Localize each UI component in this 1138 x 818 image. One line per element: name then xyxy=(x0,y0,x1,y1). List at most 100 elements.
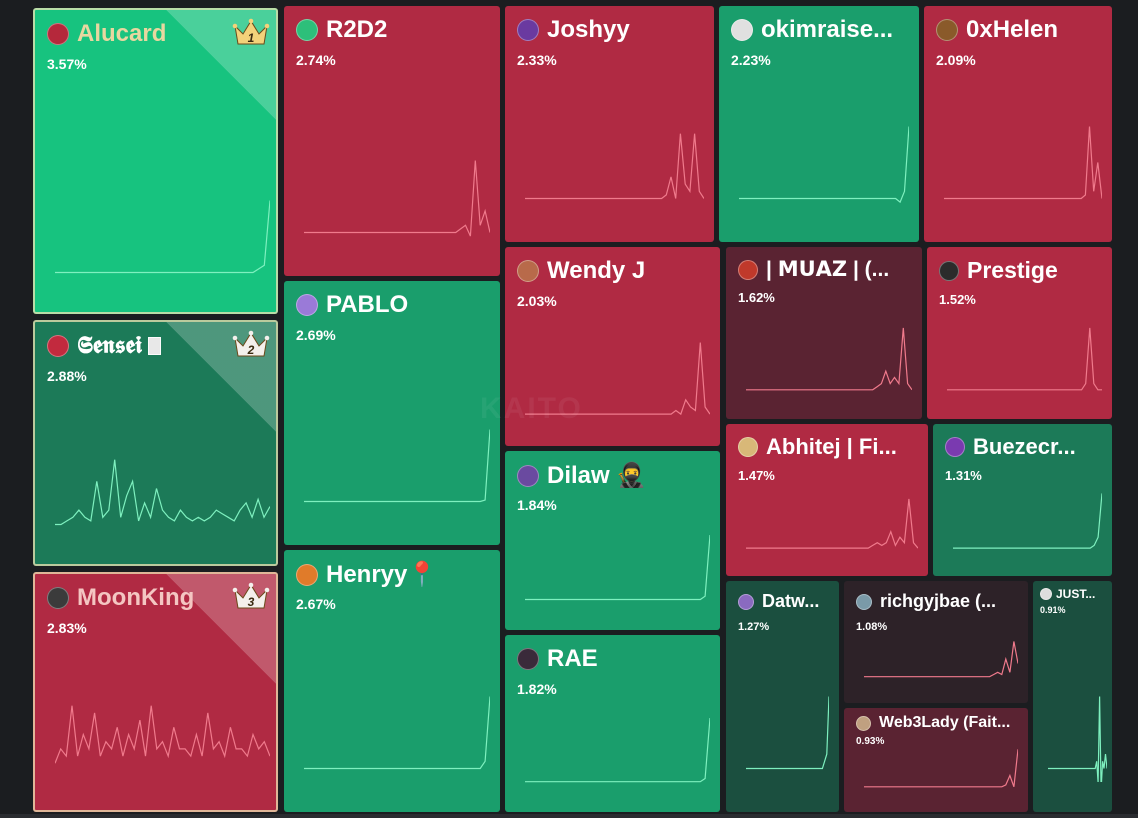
sparkline-path xyxy=(304,429,490,503)
tile-r2d2[interactable]: R2D2 2.74% xyxy=(284,6,500,276)
sparkline-chart xyxy=(304,160,490,237)
mindshare-percent: 1.62% xyxy=(738,290,775,305)
mindshare-percent: 0.91% xyxy=(1040,605,1066,615)
tile-alucard[interactable]: 1 Alucard 3.57% xyxy=(33,8,278,314)
sparkline-path xyxy=(304,160,490,237)
sparkline-chart xyxy=(944,126,1102,200)
username: MoonKing xyxy=(77,584,195,611)
badge-icon xyxy=(148,337,162,355)
rank-number: 3 xyxy=(248,595,255,609)
tile-joshyy[interactable]: Joshyy 2.33% xyxy=(505,6,714,242)
mindshare-percent: 1.47% xyxy=(738,468,775,483)
tile-sensei[interactable]: 2 𝕾𝖊𝖓𝖘𝖊𝖎 2.88% xyxy=(33,320,278,566)
tile-oxhelen[interactable]: 0xHelen 2.09% xyxy=(924,6,1112,242)
sparkline-path xyxy=(55,705,270,764)
sparkline-chart xyxy=(55,705,270,764)
red-hair-avatar-icon xyxy=(47,335,69,357)
sparkline-chart xyxy=(525,535,710,601)
username: Dilaw 🥷 xyxy=(547,462,647,489)
sparkline-chart xyxy=(525,718,710,783)
prestige-avatar-icon xyxy=(939,260,959,281)
sparkline-chart xyxy=(304,429,490,503)
sparkline-path xyxy=(525,535,710,601)
tile-header: JUST... xyxy=(1040,587,1095,601)
wendy-avatar-icon xyxy=(517,260,539,282)
tile-just[interactable]: JUST... 0.91% xyxy=(1033,581,1112,812)
mindshare-percent: 1.82% xyxy=(517,681,557,697)
tile-header: Buezecr... xyxy=(945,434,1076,460)
robot-avatar-icon xyxy=(296,19,318,41)
pablo-avatar-icon xyxy=(296,294,318,316)
sparkline-chart xyxy=(953,492,1102,549)
tile-corner-highlight xyxy=(166,322,276,432)
sparkline-path xyxy=(739,126,909,204)
mindshare-percent: 1.08% xyxy=(856,621,888,633)
joshyy-avatar-icon xyxy=(517,19,539,41)
username: Prestige xyxy=(967,257,1058,283)
richgyjbae-avatar-icon xyxy=(856,593,872,610)
mindshare-percent: 2.23% xyxy=(731,52,771,68)
sparkline-chart xyxy=(947,327,1102,390)
tile-muaz[interactable]: | 𝗠𝗨𝗔𝗭 | (... 1.62% xyxy=(726,247,922,419)
mindshare-percent: 1.27% xyxy=(738,621,770,633)
tile-header: Datw... xyxy=(738,591,819,612)
tile-moonking[interactable]: 3 MoonKing 2.83% xyxy=(33,572,278,812)
tile-header: Web3Lady (Fait... xyxy=(856,714,1010,732)
tile-header: Wendy J xyxy=(517,257,645,285)
username: Wendy J xyxy=(547,257,646,284)
tile-web3lady[interactable]: Web3Lady (Fait... 0.93% xyxy=(844,708,1028,812)
tile-header: Joshyy xyxy=(517,16,630,44)
vampire-avatar-icon xyxy=(47,23,69,45)
sparkline-path xyxy=(947,327,1102,390)
tile-header: richgyjbae (... xyxy=(856,591,996,612)
tile-pablo[interactable]: PABLO 2.69% xyxy=(284,281,500,545)
username: Alucard xyxy=(77,20,167,47)
mindshare-percent: 1.84% xyxy=(517,497,557,513)
username: | 𝗠𝗨𝗔𝗭 | (... xyxy=(766,258,890,281)
sparkline-path xyxy=(1048,696,1107,782)
tile-buezecr[interactable]: Buezecr... 1.31% xyxy=(933,424,1112,576)
sparkline-chart xyxy=(864,749,1018,788)
mindshare-percent: 0.93% xyxy=(856,736,885,747)
tile-corner-highlight xyxy=(166,574,276,684)
tile-header: PABLO xyxy=(296,291,408,319)
username: Web3Lady (Fait... xyxy=(879,714,1011,731)
sparkline-path xyxy=(953,492,1102,549)
username: Abhitej | Fi... xyxy=(766,434,897,459)
just-avatar-icon xyxy=(1040,588,1052,600)
username: Joshyy xyxy=(547,16,630,43)
tile-datw[interactable]: Datw... 1.27% xyxy=(726,581,839,812)
sparkline-chart xyxy=(525,342,710,416)
sparkline-path xyxy=(864,749,1018,788)
crown-icon: 2 xyxy=(232,330,270,357)
tile-wendyj[interactable]: Wendy J 2.03% xyxy=(505,247,720,446)
mindshare-percent: 2.03% xyxy=(517,293,557,309)
tile-header: | 𝗠𝗨𝗔𝗭 | (... xyxy=(738,257,889,282)
tile-dilaw[interactable]: Dilaw 🥷 1.84% xyxy=(505,451,720,630)
tile-abhitej[interactable]: Abhitej | Fi... 1.47% xyxy=(726,424,928,576)
tile-richgyjbae[interactable]: richgyjbae (... 1.08% xyxy=(844,581,1028,703)
sparkline-chart xyxy=(304,696,490,770)
rank-number: 1 xyxy=(248,31,255,45)
sparkline-path xyxy=(525,133,704,200)
rae-avatar-icon xyxy=(517,648,539,670)
username: Henryy📍 xyxy=(326,561,438,588)
rank-number: 2 xyxy=(247,343,255,357)
mindshare-percent: 1.31% xyxy=(945,468,982,483)
tile-henryy[interactable]: Henryy📍 2.67% xyxy=(284,550,500,812)
henryy-avatar-icon xyxy=(296,563,318,586)
username: 𝕾𝖊𝖓𝖘𝖊𝖎 xyxy=(77,332,143,359)
bottom-scrollbar[interactable] xyxy=(0,814,1138,818)
sparkline-path xyxy=(944,126,1102,200)
crown-icon: 3 xyxy=(232,582,270,609)
tile-rae[interactable]: RAE 1.82% xyxy=(505,635,720,812)
sparkline-path xyxy=(525,718,710,783)
sparkline-chart xyxy=(55,459,270,526)
sparkline-chart xyxy=(746,327,912,390)
tile-okimraise[interactable]: okimraise... 2.23% xyxy=(719,6,919,242)
sparkline-path xyxy=(746,327,912,390)
mindshare-percent: 2.69% xyxy=(296,327,336,343)
tile-prestige[interactable]: Prestige 1.52% xyxy=(927,247,1112,419)
mindshare-percent: 2.09% xyxy=(936,52,976,68)
